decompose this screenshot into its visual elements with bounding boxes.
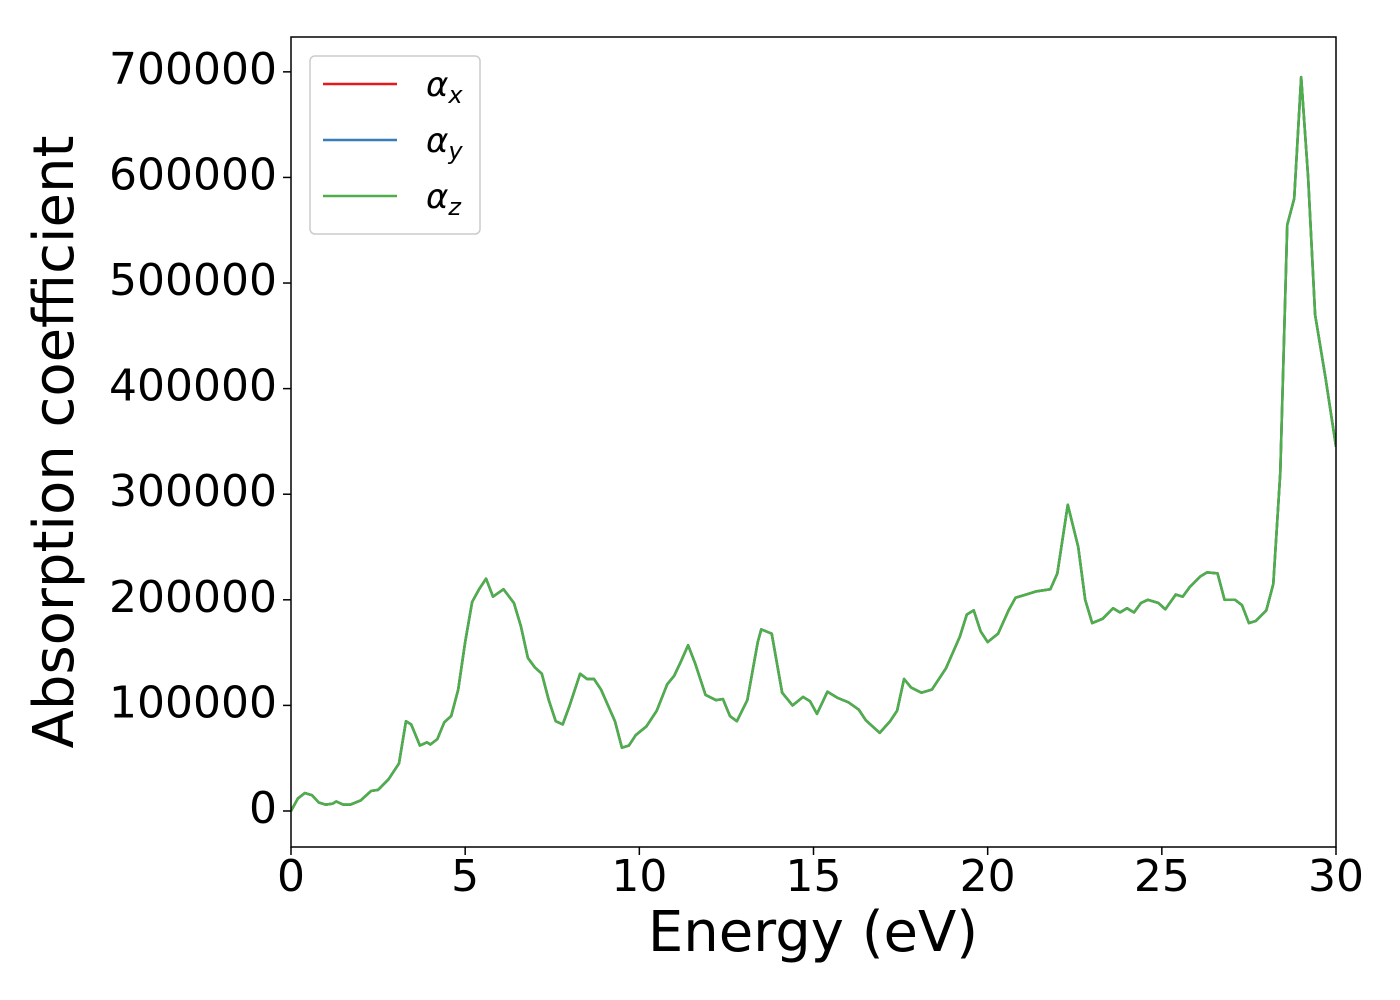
y-tick-label: 200000 xyxy=(109,572,277,623)
x-tick-label: 20 xyxy=(960,851,1016,902)
y-tick-label: 300000 xyxy=(109,466,277,517)
series-line xyxy=(291,75,1336,812)
y-tick-label: 700000 xyxy=(109,44,277,95)
y-tick-label: 400000 xyxy=(109,361,277,412)
x-tick-label: 10 xyxy=(611,851,667,902)
legend-label: αy xyxy=(426,121,463,166)
x-tick-label: 0 xyxy=(277,851,305,902)
legend-box xyxy=(309,55,481,235)
x-tick-label: 30 xyxy=(1308,851,1364,902)
x-axis-label: Energy (eV) xyxy=(648,900,978,965)
y-tick-label: 0 xyxy=(249,783,277,834)
y-axis-label: Absorption coefficient xyxy=(22,136,87,749)
legend-label: αz xyxy=(426,177,462,222)
x-tick-label: 25 xyxy=(1134,851,1190,902)
legend-label: αx xyxy=(426,65,463,110)
plot-frame xyxy=(290,36,1337,848)
x-tick-label: 5 xyxy=(451,851,479,902)
y-tick-label: 600000 xyxy=(109,149,277,200)
x-tick-label: 15 xyxy=(786,851,842,902)
y-tick-label: 500000 xyxy=(109,255,277,306)
y-tick-label: 100000 xyxy=(109,677,277,728)
